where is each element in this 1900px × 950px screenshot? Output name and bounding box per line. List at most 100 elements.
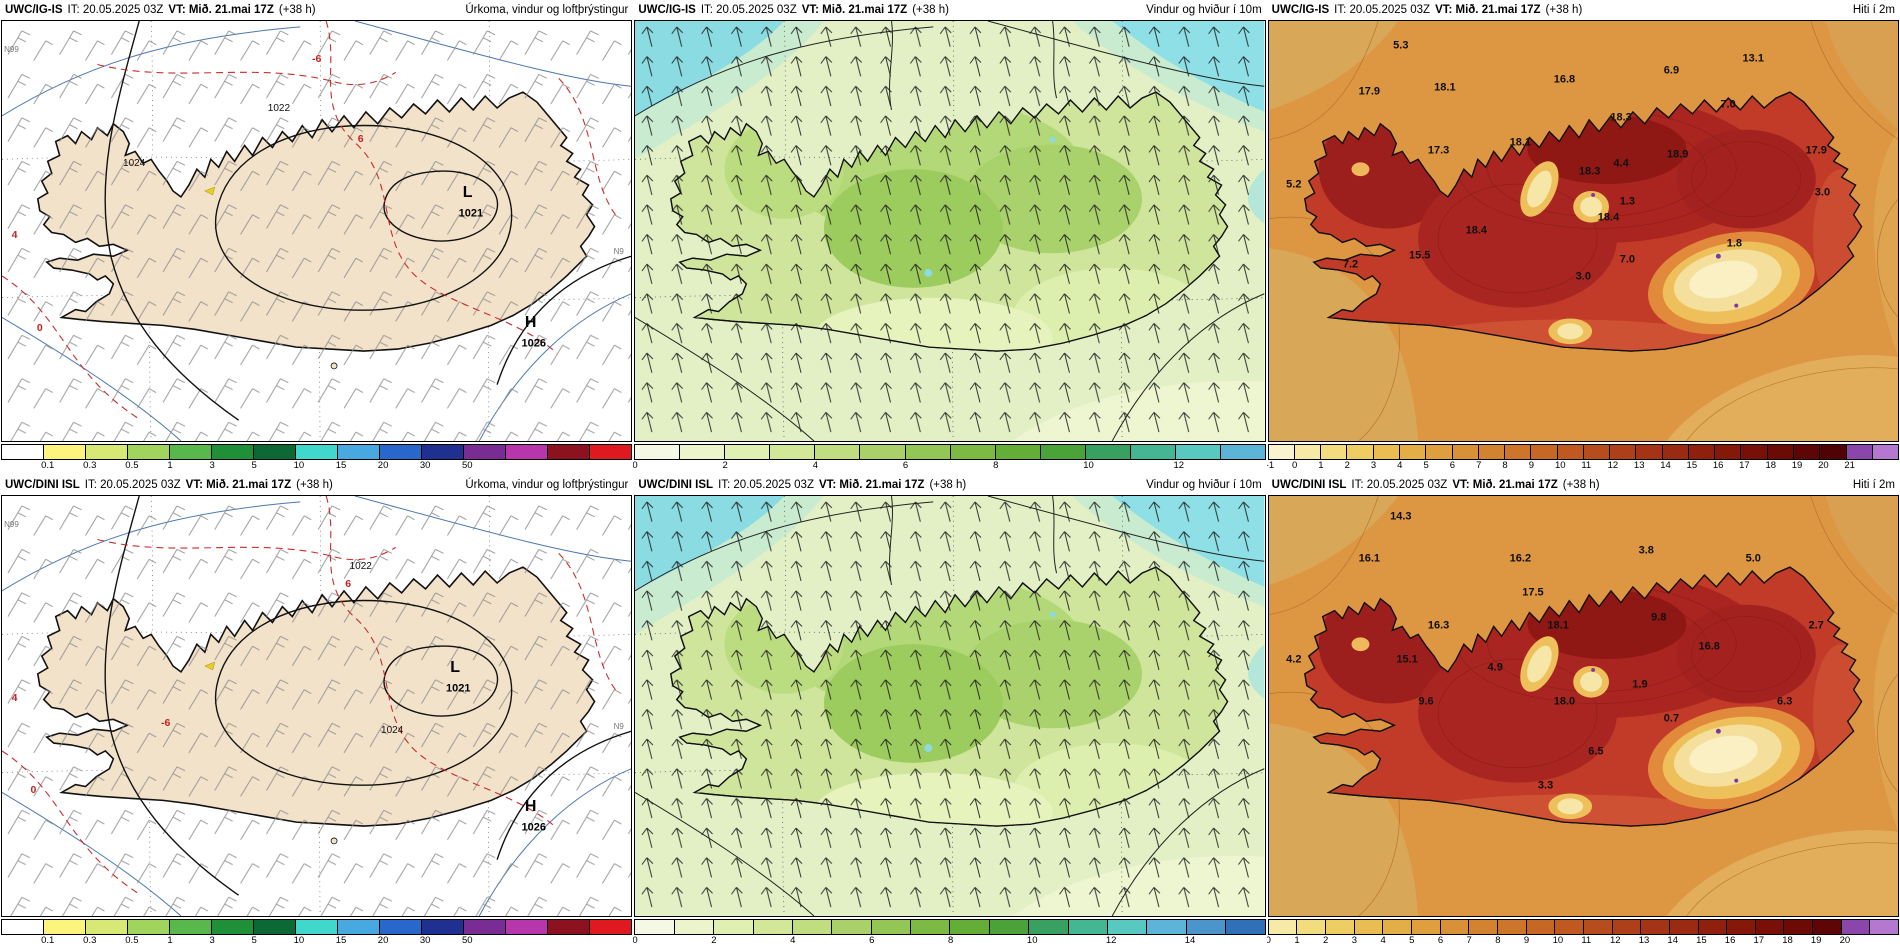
colorbar-tick-label: 13 (1638, 935, 1650, 946)
colorbar-tick-label: 9 (1523, 935, 1530, 946)
map-label-overlay: N99 N9 -6 6 4 0 1022 1024 L 1021 H 1026 (2, 21, 631, 441)
panel-header: UWC/IG-IS IT: 20.05.2025 03Z VT: Mið. 21.m… (1268, 0, 1899, 20)
colorbar-tick-label: 0.3 (83, 460, 97, 471)
temp-value-label: 18.3 (1578, 165, 1601, 178)
map-red-label: 6 (345, 577, 352, 590)
colorbar-tick-label: 6 (869, 935, 875, 946)
variable-name: Hiti í 2m (1852, 479, 1895, 491)
colorbar-segment (1108, 920, 1148, 934)
colorbar-segment (1727, 920, 1756, 934)
colorbar-segment (1029, 920, 1069, 934)
colorbar-segment (1583, 445, 1611, 459)
temp-value-label: 3.0 (1575, 270, 1591, 283)
colorbar-segment (1872, 445, 1899, 459)
model-name: UWC/IG-IS (638, 4, 696, 16)
colorbar-segment (338, 445, 381, 459)
colorbar-segment (1669, 920, 1699, 934)
variable-name: Hiti í 2m (1852, 4, 1895, 16)
temp-value-label: 16.3 (1427, 619, 1450, 632)
colorbar-segment (1612, 920, 1642, 934)
colorbar-segment (1175, 445, 1221, 459)
variable-name: Úrkoma, vindur og loftþrýstingur (465, 479, 629, 491)
colorbar-tick-label: 3 (1351, 935, 1358, 946)
colorbar-segment (1583, 920, 1613, 934)
colorbar-segments (1, 444, 633, 460)
colorbar-segment (1297, 920, 1326, 934)
colorbar-tick-label: 0 (1291, 460, 1298, 471)
variable-name: Vindur og hviður í 10m (1146, 479, 1262, 491)
temp-value-label: 1.3 (1619, 195, 1636, 208)
colorbar-segment (2, 920, 45, 934)
colorbar-segment (590, 445, 632, 459)
map-label-overlay (635, 496, 1264, 916)
colorbar-tick-label: 7 (1466, 935, 1472, 946)
lead-time: (+38 h) (912, 4, 949, 16)
colorbar-segment (680, 445, 726, 459)
colorbar-segment (86, 445, 129, 459)
colorbar-segment (1755, 920, 1785, 934)
map-wind-gust (634, 495, 1266, 917)
colorbar-tick-label: 12 (1173, 460, 1185, 471)
colorbar-segment (995, 445, 1041, 459)
temp-value-label: 7.0 (1619, 253, 1636, 266)
colorbar-ticks: 0 2 4 6 8 10 12 (633, 460, 1265, 472)
map-edge-label: N9 (613, 722, 624, 731)
temp-value-label: 4.4 (1613, 157, 1629, 170)
colorbar-segment (86, 920, 129, 934)
map-red-label: 6 (357, 132, 364, 145)
colorbar-segment (1147, 920, 1187, 934)
colorbar-tick-label: 0 (1266, 935, 1271, 946)
colorbar-tick-label: 2 (711, 935, 717, 946)
colorbar-segment (422, 445, 465, 459)
colorbar-tick-label: 2 (1344, 460, 1350, 471)
init-time: IT: 20.05.2025 03Z (84, 479, 181, 491)
lead-time: (+38 h) (278, 4, 316, 16)
colorbar-segment (1870, 920, 1899, 934)
colorbar-segment (1698, 920, 1728, 934)
temp-value-label: 16.2 (1509, 552, 1532, 565)
colorbar-tick-label: 0 (633, 460, 638, 471)
colorbar-tick-label: 14 (1660, 460, 1671, 471)
colorbar-tick-label: 17 (1753, 935, 1765, 946)
colorbar-tick-label: 11 (1581, 935, 1592, 946)
map-label-overlay (635, 21, 1264, 441)
colorbar-segments (1, 919, 633, 935)
temp-value-label: 18.1 (1434, 81, 1456, 94)
colorbar-tick-label: 0.5 (125, 935, 139, 946)
colorbar-segment (422, 920, 465, 934)
map-edge-label: N99 (4, 520, 19, 530)
map-red-label: 4 (11, 691, 18, 704)
map-label-overlay: 5.3 13.1 17.9 18.1 16.8 6.9 7.0 18.3 17.3 18.1 4.4… (1269, 21, 1898, 441)
map-iso-label: 1022 (267, 103, 291, 115)
colorbar-segment (548, 445, 591, 459)
init-time: IT: 20.05.2025 03Z (700, 4, 797, 16)
colorbar-segment (590, 920, 632, 934)
temp-value-label: 6.3 (1777, 695, 1793, 708)
temp-value-label: 7.2 (1342, 258, 1359, 271)
colorbar-tick-label: 6 (1437, 935, 1444, 946)
panel-header: UWC/DINI ISL IT: 20.05.2025 03Z VT: Mið. 2… (1, 475, 632, 495)
colorbar-tick-label: 16 (1724, 935, 1736, 946)
colorbar-tick-label: 8 (1502, 460, 1508, 471)
colorbar-segment (170, 920, 213, 934)
colorbar-tick-label: 0.1 (41, 460, 55, 471)
colorbar-tick-label: 14 (1667, 935, 1678, 946)
colorbar-precip: 0.1 0.3 0.5 1 3 5 10 15 20 30 50 (1, 442, 633, 475)
colorbar-segment (464, 920, 507, 934)
colorbar-segment (1268, 445, 1295, 459)
panel-header: UWC/IG-IS IT: 20.05.2025 03Z VT: Mið. 21.m… (634, 0, 1265, 20)
temp-value-label: 1.9 (1632, 678, 1648, 691)
colorbar-segment (714, 920, 754, 934)
colorbar-tick-label: 8 (947, 935, 954, 946)
colorbar-tick-label: 5 (251, 460, 257, 471)
colorbar-tick-label: 21 (1844, 460, 1855, 471)
map-pv-label: 1026 (521, 821, 547, 834)
panel-igis-wind: UWC/IG-IS IT: 20.05.2025 03Z VT: Mið. 21.m… (633, 0, 1267, 475)
valid-time: VT: Mið. 21.mai 17Z (1435, 4, 1541, 16)
colorbar-segment (380, 920, 423, 934)
colorbar-segment (635, 920, 675, 934)
run-info: UWC/IG-IS IT: 20.05.2025 03Z VT: Mið. 21.m… (638, 4, 954, 16)
colorbar-segment (770, 445, 816, 459)
colorbar-segment (548, 920, 591, 934)
